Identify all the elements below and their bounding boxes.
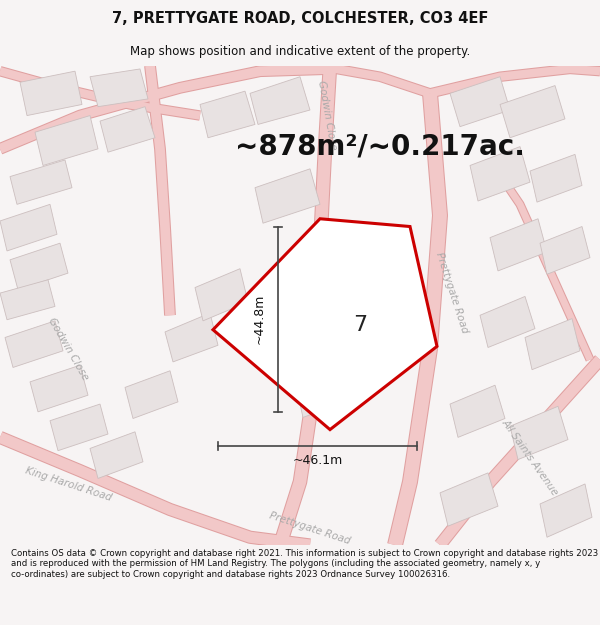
Polygon shape xyxy=(525,319,580,369)
Polygon shape xyxy=(510,406,568,459)
Polygon shape xyxy=(450,77,510,127)
Polygon shape xyxy=(90,432,143,478)
Text: ~46.1m: ~46.1m xyxy=(292,454,343,467)
Text: All Saints Avenue: All Saints Avenue xyxy=(500,418,560,498)
Polygon shape xyxy=(165,313,218,362)
Polygon shape xyxy=(540,484,592,538)
Polygon shape xyxy=(200,91,255,138)
Polygon shape xyxy=(10,243,68,290)
Polygon shape xyxy=(35,116,98,166)
Text: Godwin Close: Godwin Close xyxy=(46,316,90,382)
Text: Map shows position and indicative extent of the property.: Map shows position and indicative extent… xyxy=(130,45,470,58)
Polygon shape xyxy=(50,404,108,451)
Text: ~878m²/~0.217ac.: ~878m²/~0.217ac. xyxy=(235,132,525,161)
Polygon shape xyxy=(125,371,178,419)
Text: Godwin Close: Godwin Close xyxy=(316,80,338,151)
Polygon shape xyxy=(280,271,352,335)
Polygon shape xyxy=(213,219,437,429)
Text: ~44.8m: ~44.8m xyxy=(253,294,266,344)
Polygon shape xyxy=(5,321,63,368)
Polygon shape xyxy=(195,269,248,321)
Polygon shape xyxy=(100,107,155,152)
Polygon shape xyxy=(0,280,55,320)
Text: 7: 7 xyxy=(353,315,367,335)
Polygon shape xyxy=(540,226,590,274)
Polygon shape xyxy=(440,473,498,526)
Polygon shape xyxy=(0,204,57,251)
Polygon shape xyxy=(30,365,88,412)
Polygon shape xyxy=(480,296,535,348)
Text: Contains OS data © Crown copyright and database right 2021. This information is : Contains OS data © Crown copyright and d… xyxy=(11,549,598,579)
Text: Prettygate Road: Prettygate Road xyxy=(268,511,352,546)
Text: Prettygate Road: Prettygate Road xyxy=(434,251,470,335)
Polygon shape xyxy=(530,154,582,202)
Polygon shape xyxy=(20,71,82,116)
Polygon shape xyxy=(295,359,365,418)
Polygon shape xyxy=(255,169,320,223)
Polygon shape xyxy=(250,77,310,124)
Polygon shape xyxy=(470,147,530,201)
Polygon shape xyxy=(90,69,148,107)
Polygon shape xyxy=(500,86,565,138)
Polygon shape xyxy=(490,219,547,271)
Text: 7, PRETTYGATE ROAD, COLCHESTER, CO3 4EF: 7, PRETTYGATE ROAD, COLCHESTER, CO3 4EF xyxy=(112,11,488,26)
Text: King Harold Road: King Harold Road xyxy=(23,465,112,503)
Polygon shape xyxy=(450,385,505,438)
Polygon shape xyxy=(10,160,72,204)
